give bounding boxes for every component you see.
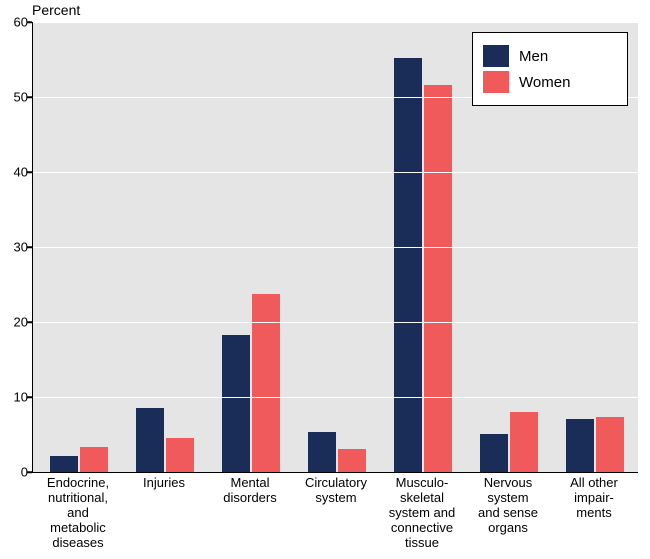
bar <box>50 456 78 472</box>
y-tick-label: 60 <box>6 15 28 30</box>
y-tick-mark <box>27 321 32 323</box>
legend-swatch <box>483 45 509 67</box>
legend-label: Women <box>519 74 570 91</box>
x-category-label: Mentaldisorders <box>208 476 292 506</box>
bar <box>222 335 250 472</box>
y-tick-mark <box>27 396 32 398</box>
y-tick-label: 20 <box>6 315 28 330</box>
y-tick-label: 30 <box>6 240 28 255</box>
bar <box>566 419 594 472</box>
y-tick-label: 40 <box>6 165 28 180</box>
x-category-label: All otherimpair-ments <box>552 476 636 521</box>
y-axis-title: Percent <box>32 2 80 18</box>
bar <box>596 417 624 473</box>
bar <box>338 449 366 472</box>
bar <box>136 408 164 473</box>
gridline <box>33 247 638 248</box>
x-category-label: Circulatorysystem <box>294 476 378 506</box>
y-tick-label: 50 <box>6 90 28 105</box>
y-tick-label: 10 <box>6 390 28 405</box>
bar <box>510 412 538 472</box>
y-tick-mark <box>27 21 32 23</box>
x-category-label: Nervoussystemand senseorgans <box>466 476 550 536</box>
bar <box>166 438 194 473</box>
bar <box>424 85 452 472</box>
bar <box>80 447 108 473</box>
gridline <box>33 172 638 173</box>
grouped-bar-chart: Percent 0 10 20 30 40 50 60 Endocrine,nutritio… <box>0 0 650 559</box>
x-category-label: Endocrine,nutritional,andmetabolicdiseas… <box>36 476 120 551</box>
y-tick-mark <box>27 471 32 473</box>
y-tick-label: 0 <box>6 465 28 480</box>
bar <box>308 432 336 472</box>
y-tick-mark <box>27 96 32 98</box>
legend-item: Men <box>483 45 613 67</box>
gridline <box>33 22 638 23</box>
legend: Men Women <box>472 32 628 106</box>
legend-swatch <box>483 71 509 93</box>
gridline <box>33 397 638 398</box>
bar <box>252 294 280 473</box>
bar <box>480 434 508 472</box>
legend-label: Men <box>519 48 548 65</box>
x-category-label: Injuries <box>122 476 206 491</box>
y-tick-mark <box>27 171 32 173</box>
legend-item: Women <box>483 71 613 93</box>
bar <box>394 58 422 472</box>
gridline <box>33 322 638 323</box>
y-tick-mark <box>27 246 32 248</box>
x-category-label: Musculo-skeletalsystem andconnectivetiss… <box>380 476 464 551</box>
